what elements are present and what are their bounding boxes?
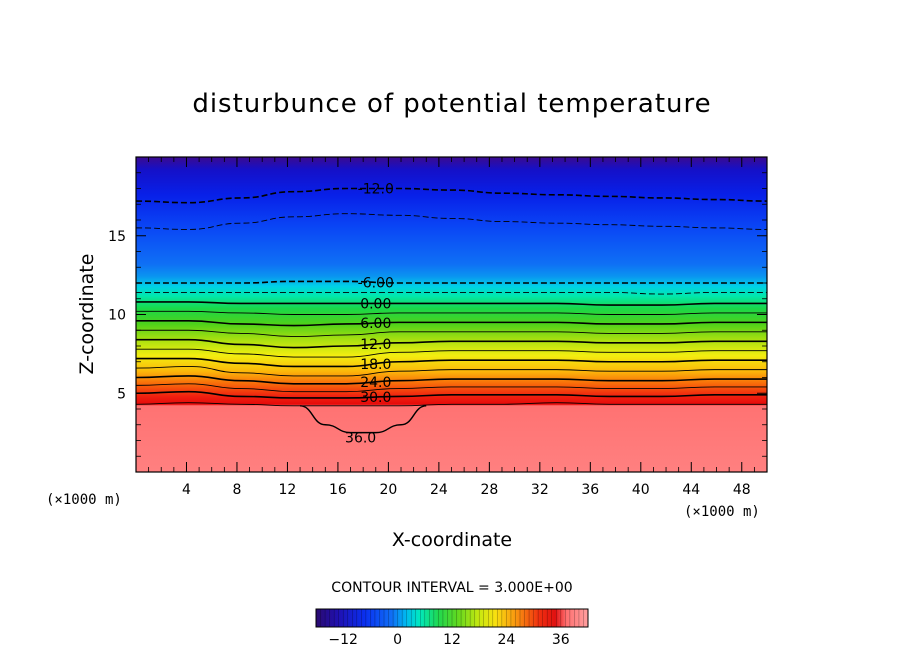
x-tick-label: 40: [632, 482, 650, 498]
colorbar-tick-label: 12: [443, 632, 461, 648]
contour-line: [136, 338, 767, 349]
contour-label: -12.0: [358, 182, 394, 198]
contour-interval-note: CONTOUR INTERVAL = 3.000E+00: [331, 580, 572, 596]
y-tick-label: 5: [117, 386, 126, 402]
x-axis-title: X-coordinate: [392, 529, 512, 551]
x-tick-label: 12: [279, 482, 297, 498]
contour-line: [136, 375, 767, 385]
contour-line: [136, 329, 767, 338]
x-axis: 4 8 12 16 20 24 28 32 36 40 44 48: [148, 157, 755, 498]
x-tick-label: 44: [682, 482, 700, 498]
colorbar-frame: [315, 608, 589, 628]
contour-label: 12.0: [360, 337, 391, 353]
contour-label: 6.00: [360, 316, 391, 332]
contour-line-36: [299, 405, 427, 434]
colorbar-tick-label: 36: [552, 632, 570, 648]
y-tick-label: 10: [108, 308, 126, 324]
contour-line: [136, 301, 767, 306]
contour-line: [136, 390, 767, 399]
contour-line: [136, 366, 767, 377]
colorbar: −12 0 12 24 36: [315, 608, 589, 648]
chart-title: disturbunce of potential temperature: [192, 89, 711, 119]
x-tick-label: 48: [733, 482, 751, 498]
contour-line: [136, 280, 767, 284]
x-tick-label: 16: [329, 482, 347, 498]
x-tick-label: 8: [232, 482, 241, 498]
x-tick-label: 32: [531, 482, 549, 498]
contour-line: [136, 310, 767, 315]
contour-line: [136, 348, 767, 358]
x-tick-label: 24: [430, 482, 448, 498]
x-tick-label: 28: [480, 482, 498, 498]
contour-line: [136, 187, 767, 204]
y-axis: 5 10 15: [108, 172, 767, 457]
contour-line: [136, 383, 767, 393]
contour-line: [136, 357, 767, 368]
y-axis-title: Z-coordinate: [76, 254, 98, 375]
contour-label: 36.0: [345, 431, 376, 447]
x-tick-label: 36: [581, 482, 599, 498]
colorbar-tick-label: −12: [328, 632, 358, 648]
contour-label: 18.0: [360, 357, 391, 373]
x-unit-label: (×1000 m): [684, 504, 760, 520]
contour-label: -6.00: [358, 275, 394, 291]
plot-area: [136, 157, 767, 472]
contour-line: [136, 319, 767, 327]
y-unit-label: (×1000 m): [46, 492, 122, 508]
colorbar-labels: −12 0 12 24 36: [328, 632, 569, 648]
contour-line: [136, 292, 767, 295]
colorbar-ticks-lines: [320, 609, 584, 627]
contour-label: 24.0: [360, 375, 391, 391]
x-tick-label: 4: [182, 482, 191, 498]
y-tick-label: 15: [108, 229, 126, 245]
contour-labels: -12.0 -6.00 0.00 6.00 12.0 18.0 24.030.0 36.0: [345, 182, 394, 447]
colorbar-tick-label: 24: [497, 632, 515, 648]
contour-lines: [136, 187, 767, 434]
contour-line: [136, 213, 767, 230]
x-tick-label: 20: [379, 482, 397, 498]
contour-label: 30.0: [360, 390, 391, 406]
colorbar-tick-label: 0: [393, 632, 402, 648]
contour-line: [136, 402, 767, 407]
contour-label: 0.00: [360, 296, 391, 312]
